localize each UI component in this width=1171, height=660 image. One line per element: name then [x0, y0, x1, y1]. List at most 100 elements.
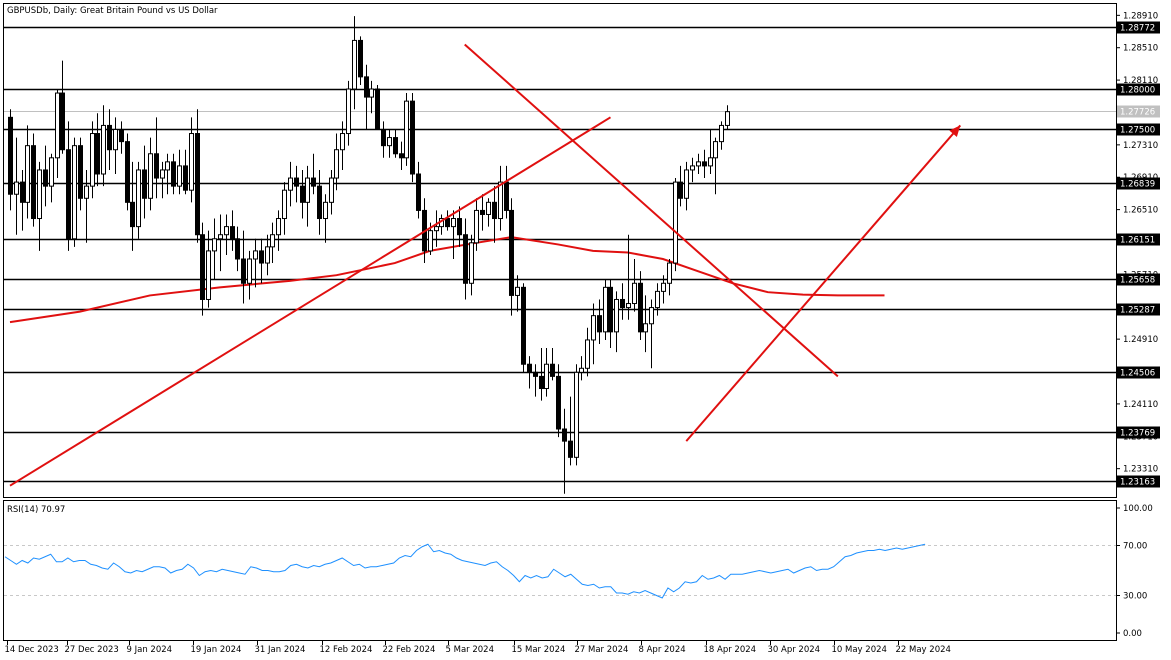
level-label-box — [1117, 366, 1160, 379]
level-label-box — [1117, 83, 1160, 96]
candle-body-bearish — [183, 165, 188, 191]
time-tick-label: 5 Mar 2024 — [446, 645, 494, 655]
level-label: 1.24506 — [1120, 369, 1155, 379]
candle-body-bullish — [352, 39, 357, 90]
candle-body-bearish — [608, 286, 613, 333]
time-tick-label: 27 Mar 2024 — [575, 645, 629, 655]
time-tick-label: 12 Feb 2024 — [320, 645, 373, 655]
candle-body-bullish — [14, 181, 19, 195]
candle-body-bearish — [568, 440, 573, 458]
candle-body-bearish — [504, 181, 509, 211]
candle-body-bearish — [31, 145, 36, 220]
candle-body-bearish — [119, 128, 124, 143]
time-tick-label: 8 Apr 2024 — [639, 645, 686, 655]
rsi-tick-label: 0.00 — [1123, 629, 1142, 639]
price-tick-label: 1.27310 — [1123, 141, 1158, 151]
candle-body-bearish — [416, 173, 421, 211]
level-label: 1.27500 — [1120, 126, 1155, 136]
horizontal-levels: 1.28772 1.28000 1.27500 1.26839 1.26151 1.256… — [4, 21, 1160, 488]
time-tick-label: 18 Apr 2024 — [704, 645, 757, 655]
candle-body-bullish — [667, 262, 672, 284]
time-tick-label: 22 Feb 2024 — [383, 645, 436, 655]
candle-body-bullish — [270, 234, 275, 248]
candle-body-bearish — [20, 181, 25, 203]
candle-body-bearish — [230, 226, 235, 240]
trend-arrowhead — [949, 125, 961, 138]
candle-body-bullish — [434, 226, 439, 232]
candle-body-bullish — [55, 92, 60, 159]
candle-body-bullish — [474, 209, 479, 244]
chart-title: GBPUSDb, Daily: Great Britain Pound vs U… — [7, 6, 218, 16]
candle-body-bullish — [451, 218, 456, 228]
candle-body-bearish — [457, 218, 462, 236]
candle-body-bullish — [113, 128, 118, 151]
candle-body-bullish — [690, 165, 695, 171]
level-label: 1.25658 — [1120, 276, 1155, 286]
candlestick-series[interactable] — [8, 16, 730, 494]
candle-body-bearish — [130, 201, 135, 228]
candle-body-bearish — [533, 371, 538, 377]
time-tick-label: 31 Jan 2024 — [255, 645, 306, 655]
level-label-box — [1117, 273, 1160, 286]
chart-frame — [3, 3, 1117, 641]
candle-body-bullish — [684, 169, 689, 199]
candle-body-bullish — [404, 100, 409, 159]
candle-body-bullish — [591, 315, 596, 341]
price-tick-label: 1.23310 — [1123, 465, 1158, 475]
level-label: 1.28000 — [1120, 86, 1155, 96]
candle-body-bearish — [311, 177, 316, 187]
candle-body-bullish — [387, 137, 392, 147]
candle-body-bearish — [358, 39, 363, 78]
candle-body-bullish — [603, 286, 608, 333]
candle-body-bearish — [556, 375, 561, 430]
candle-body-bearish — [43, 169, 48, 187]
candle-body-bullish — [37, 169, 42, 220]
time-tick-label: 14 Dec 2023 — [5, 645, 59, 655]
candle-body-bullish — [72, 145, 77, 240]
moving-average — [9, 236, 885, 324]
candle-body-bearish — [620, 298, 625, 309]
candle-body-bearish — [364, 76, 369, 98]
rsi-label: RSI(14) 70.97 — [7, 505, 65, 515]
level-label-box — [1117, 303, 1160, 316]
candle-body-bearish — [95, 133, 100, 175]
candle-body-bearish — [235, 238, 240, 260]
candle-body-bearish — [200, 234, 205, 300]
time-tick-label: 27 Dec 2023 — [65, 645, 119, 655]
level-label: 1.26151 — [1120, 236, 1155, 246]
candle-body-bullish — [643, 323, 648, 333]
level-label-box — [1117, 177, 1160, 190]
price-tick-label: 1.28110 — [1123, 76, 1158, 86]
candle-body-bullish — [719, 124, 724, 143]
candle-body-bullish — [218, 234, 223, 240]
candle-body-bearish — [399, 153, 404, 159]
candle-body-bearish — [521, 286, 526, 365]
time-tick-label: 10 May 2024 — [832, 645, 887, 655]
level-label: 1.28772 — [1120, 24, 1155, 34]
candle-body-bearish — [410, 100, 415, 175]
candle-body-bearish — [107, 124, 112, 151]
level-label: 1.23163 — [1120, 478, 1155, 488]
trendline — [9, 116, 612, 487]
moving-average-line — [9, 236, 885, 324]
candle-body-bullish — [247, 258, 252, 284]
candle-body-bullish — [725, 111, 730, 126]
candle-body-bearish — [445, 218, 450, 228]
time-axis: 14 Dec 2023 27 Dec 2023 9 Jan 2024 19 Jan 2… — [5, 641, 951, 655]
price-tick-label: 1.28910 — [1123, 11, 1158, 21]
candle-body-bearish — [125, 141, 130, 203]
candle-body-bearish — [480, 209, 485, 215]
rsi-tick-label: 100.00 — [1123, 504, 1153, 514]
candle-body-bearish — [317, 185, 322, 220]
candle-body-bullish — [276, 218, 281, 236]
candle-body-bullish — [498, 181, 503, 220]
candle-body-bearish — [241, 258, 246, 284]
candle-body-bullish — [136, 169, 141, 228]
level-label-box — [1117, 21, 1160, 34]
candle-body-bullish — [334, 149, 339, 179]
candle-body-bearish — [171, 161, 176, 187]
candle-body-bullish — [673, 181, 678, 264]
candle-body-bullish — [189, 133, 194, 191]
